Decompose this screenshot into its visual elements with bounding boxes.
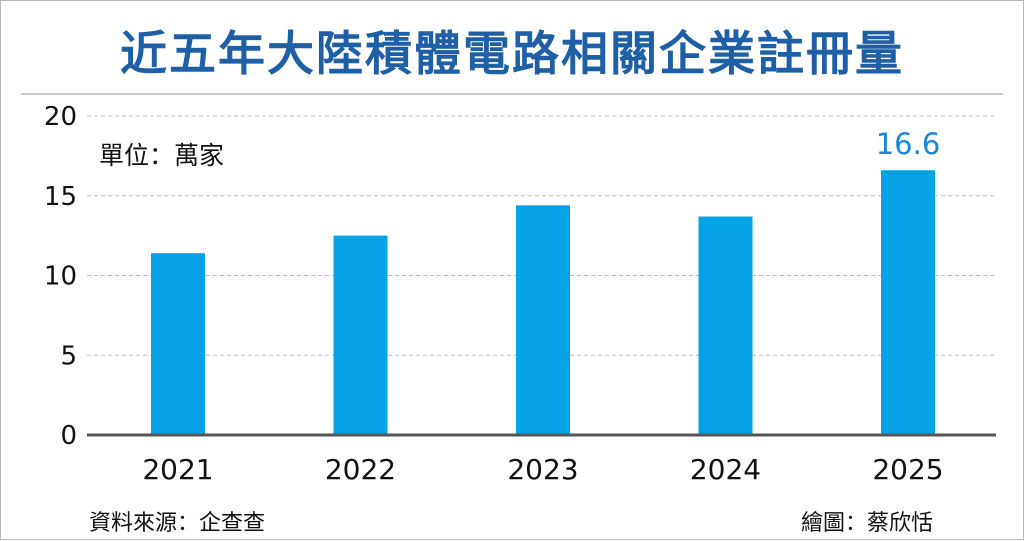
- x-tick-label: 2024: [690, 453, 761, 486]
- title-divider: [21, 93, 1003, 95]
- y-tick-label: 0: [60, 421, 77, 451]
- y-tick-label: 15: [44, 182, 77, 212]
- chart-title: 近五年大陸積體電路相關企業註冊量: [120, 27, 904, 82]
- y-tick-label: 10: [44, 262, 77, 292]
- credit-label: 繪圖：蔡欣恬: [800, 511, 933, 536]
- unit-label: 單位：萬家: [99, 141, 225, 170]
- x-tick-label: 2025: [872, 453, 943, 486]
- x-tick-label: 2022: [325, 453, 396, 486]
- x-tick-label: 2021: [142, 453, 213, 486]
- y-tick-label: 20: [44, 102, 77, 132]
- y-tick-label: 5: [60, 341, 77, 371]
- bar-2024: [698, 216, 753, 435]
- bar-2022: [333, 235, 388, 435]
- bar-2021: [151, 253, 205, 435]
- x-tick-label: 2023: [507, 453, 578, 486]
- bar-2025: [881, 170, 935, 436]
- source-label: 資料來源：企查查: [89, 511, 266, 536]
- data-label: 16.6: [876, 127, 941, 161]
- bar-2023: [516, 205, 570, 435]
